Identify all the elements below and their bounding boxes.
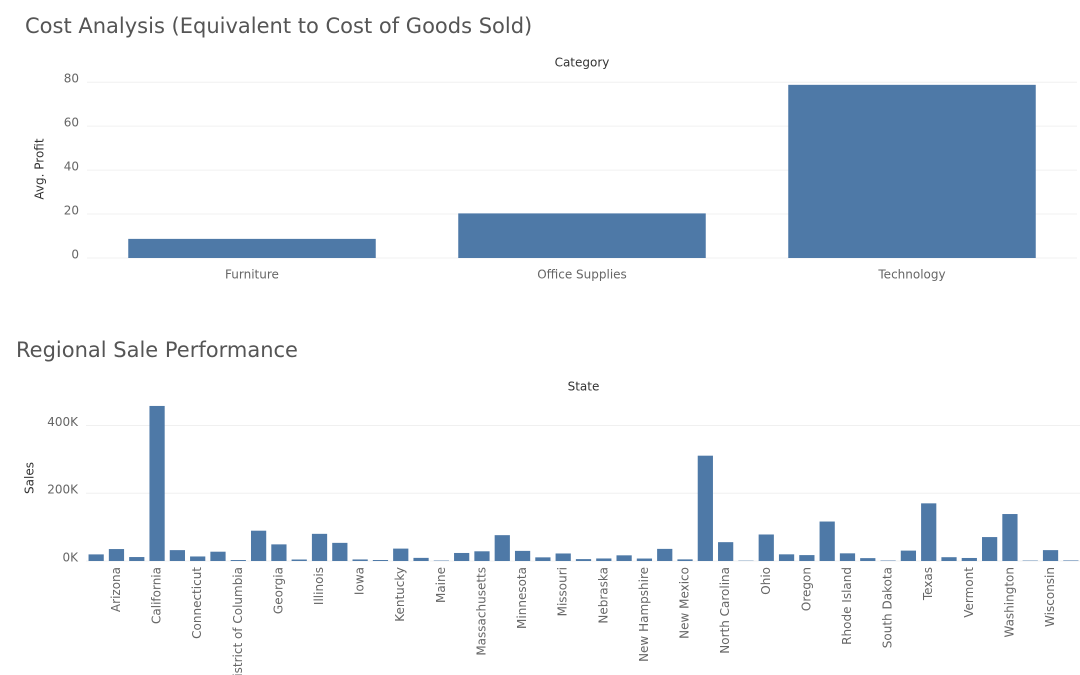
chart-title: Regional Sale Performance <box>16 338 298 362</box>
bar <box>819 521 835 561</box>
x-tick-label: District of Columbia <box>231 567 245 675</box>
bar <box>839 553 856 561</box>
bar <box>778 554 795 561</box>
x-tick-label: New Mexico <box>678 567 692 639</box>
y-axis-label: Sales <box>23 462 37 494</box>
bar <box>230 560 246 561</box>
bar <box>190 556 206 561</box>
bar <box>982 537 998 561</box>
bar <box>128 238 376 258</box>
bar <box>799 555 815 561</box>
bar <box>393 548 409 561</box>
x-tick-label: California <box>150 567 164 624</box>
bar <box>291 559 307 561</box>
bar <box>677 559 693 561</box>
x-tick-label: Arizona <box>109 567 123 612</box>
bar <box>474 551 490 561</box>
x-axis-header: Category <box>555 56 610 70</box>
x-tick-label: Missouri <box>556 567 570 616</box>
bar <box>616 555 632 561</box>
bar <box>788 84 1036 258</box>
x-tick-label: Nebraska <box>596 567 610 624</box>
x-tick-label: Washington <box>1002 567 1016 638</box>
bar <box>88 554 104 561</box>
bar <box>758 534 774 561</box>
bar <box>900 550 917 561</box>
bar <box>494 535 510 561</box>
bar <box>1042 550 1059 561</box>
y-tick-label: 0K <box>62 551 79 565</box>
bar <box>555 553 571 561</box>
bar <box>514 550 531 561</box>
bar <box>311 533 328 561</box>
y-tick-label: 40 <box>64 160 79 174</box>
bar <box>657 548 673 561</box>
bar <box>941 557 957 561</box>
bar <box>697 455 713 561</box>
x-tick-label: Technology <box>877 268 945 282</box>
bar <box>596 558 612 561</box>
bar <box>860 558 876 561</box>
x-tick-label: Vermont <box>962 567 976 618</box>
bar <box>250 530 267 561</box>
x-tick-label: Wisconsin <box>1043 567 1057 627</box>
bar <box>210 551 226 561</box>
x-tick-label: Ohio <box>759 567 773 595</box>
x-tick-label: Minnesota <box>515 567 529 629</box>
bar <box>169 550 185 561</box>
x-tick-label: Iowa <box>353 567 367 595</box>
x-tick-label: Oregon <box>799 567 813 611</box>
bar <box>108 549 125 561</box>
x-tick-label: Office Supplies <box>537 268 627 282</box>
x-tick-label: Connecticut <box>190 567 204 639</box>
bar <box>575 559 592 561</box>
bar <box>458 213 706 258</box>
x-tick-label: Massachusetts <box>474 567 488 656</box>
bar <box>332 542 348 561</box>
bar <box>921 503 937 561</box>
bar <box>454 552 470 561</box>
x-tick-label: Maine <box>434 567 448 603</box>
bar <box>271 544 287 561</box>
y-tick-label: 200K <box>47 483 79 497</box>
y-tick-label: 20 <box>64 204 79 218</box>
x-tick-label: South Dakota <box>881 567 895 648</box>
x-tick-label: Kentucky <box>393 567 407 622</box>
bar <box>535 557 551 561</box>
x-tick-label: Furniture <box>225 268 279 282</box>
bar <box>413 557 429 561</box>
bar <box>149 405 165 561</box>
y-tick-label: 80 <box>64 72 79 86</box>
bar <box>129 557 145 561</box>
x-tick-label: Illinois <box>312 567 326 605</box>
x-tick-label: Georgia <box>271 567 285 614</box>
x-tick-label: Rhode Island <box>840 567 854 645</box>
y-tick-label: 60 <box>64 116 79 130</box>
chart-title: Cost Analysis (Equivalent to Cost of Goo… <box>25 14 532 38</box>
bar <box>1002 514 1018 561</box>
bar <box>636 558 653 561</box>
x-tick-label: New Hampshire <box>637 567 651 662</box>
bar <box>961 557 977 561</box>
y-tick-label: 400K <box>47 415 79 429</box>
bar <box>372 560 389 561</box>
bar <box>718 542 734 561</box>
x-axis-header: State <box>568 380 600 394</box>
y-axis-label: Avg. Profit <box>33 138 47 199</box>
bar <box>352 559 368 561</box>
x-tick-label: Texas <box>921 567 935 601</box>
y-tick-label: 0 <box>71 248 79 262</box>
x-tick-label: North Carolina <box>718 567 732 654</box>
bar <box>1063 560 1079 561</box>
